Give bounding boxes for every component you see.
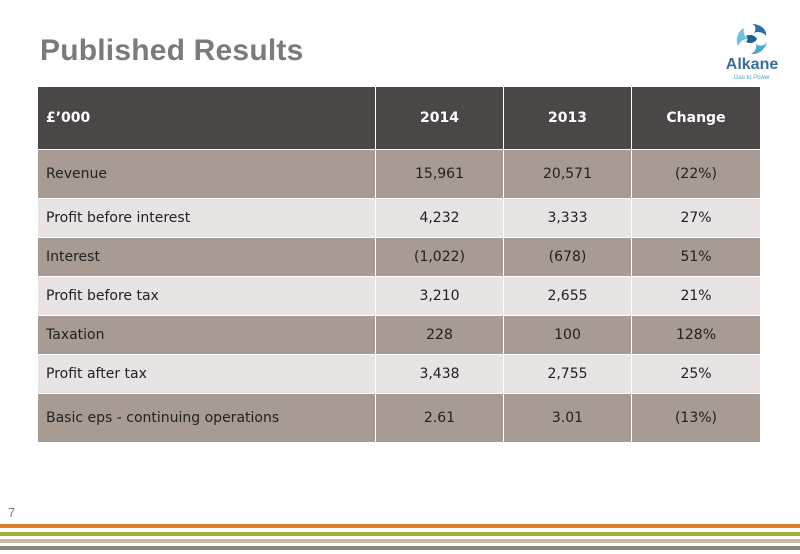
value-2014: 2.61 (375, 393, 504, 443)
table-header-row: £’000 2014 2013 Change (37, 86, 761, 150)
value-2013: 3.01 (503, 393, 632, 443)
footer-stripe-gray (0, 546, 800, 550)
column-header: £’000 (37, 86, 376, 150)
page-number: 7 (8, 505, 16, 520)
row-label: Basic eps - continuing operations (37, 393, 376, 443)
value-2014: (1,022) (375, 237, 504, 277)
value-2013: (678) (503, 237, 632, 277)
logo-tagline: Gas to Power (733, 75, 771, 81)
table-row: Basic eps - continuing operations 2.61 3… (37, 393, 761, 443)
value-2013: 20,571 (503, 149, 632, 199)
alkane-swirl-icon (736, 24, 767, 55)
value-change: 27% (631, 198, 761, 238)
table-row: Profit before tax 3,210 2,655 21% (37, 276, 761, 316)
footer-stripe-green (0, 532, 800, 536)
value-2014: 228 (375, 315, 504, 355)
value-change: 21% (631, 276, 761, 316)
company-logo: Alkane Gas to Power (712, 22, 792, 86)
page-title: Published Results (40, 34, 304, 67)
row-label: Taxation (37, 315, 376, 355)
row-label: Profit before interest (37, 198, 376, 238)
column-header: 2014 (375, 86, 504, 150)
value-2014: 3,210 (375, 276, 504, 316)
value-change: (22%) (631, 149, 761, 199)
value-change: (13%) (631, 393, 761, 443)
column-header: Change (631, 86, 761, 150)
table-row: Profit before interest 4,232 3,333 27% (37, 198, 761, 238)
logo-wordmark: Alkane (725, 56, 779, 73)
row-label: Interest (37, 237, 376, 277)
footer-stripe-orange (0, 524, 800, 528)
value-2014: 3,438 (375, 354, 504, 394)
table-row: Revenue 15,961 20,571 (22%) (37, 149, 761, 199)
value-2013: 2,655 (503, 276, 632, 316)
value-2013: 2,755 (503, 354, 632, 394)
table-row: Taxation 228 100 128% (37, 315, 761, 355)
value-2014: 15,961 (375, 149, 504, 199)
value-change: 25% (631, 354, 761, 394)
row-label: Profit after tax (37, 354, 376, 394)
row-label: Revenue (37, 149, 376, 199)
footer-stripe-tan (0, 539, 800, 543)
results-table: £’000 2014 2013 Change Revenue 15,961 20… (37, 86, 761, 443)
value-change: 128% (631, 315, 761, 355)
value-2013: 100 (503, 315, 632, 355)
table-row: Profit after tax 3,438 2,755 25% (37, 354, 761, 394)
value-change: 51% (631, 237, 761, 277)
column-header: 2013 (503, 86, 632, 150)
row-label: Profit before tax (37, 276, 376, 316)
value-2013: 3,333 (503, 198, 632, 238)
table-row: Interest (1,022) (678) 51% (37, 237, 761, 277)
value-2014: 4,232 (375, 198, 504, 238)
